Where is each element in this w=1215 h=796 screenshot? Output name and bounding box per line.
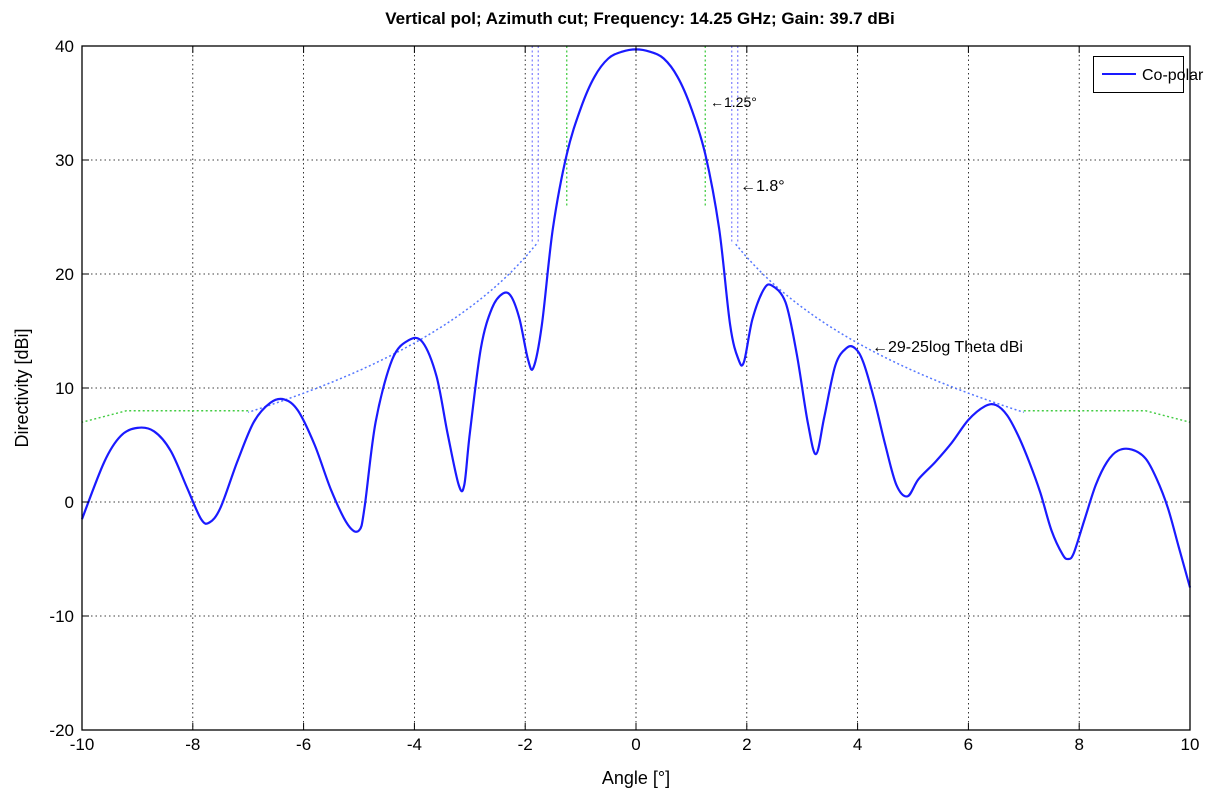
legend — [1093, 56, 1184, 93]
x-tick-label: -6 — [296, 735, 311, 754]
y-tick-label: -20 — [49, 721, 74, 740]
x-tick-label: -2 — [518, 735, 533, 754]
y-tick-label: 20 — [55, 265, 74, 284]
annotation-mask: ←29-25log Theta dBi — [872, 339, 1023, 356]
x-tick-label: 6 — [964, 735, 973, 754]
grid-lines — [82, 46, 1190, 730]
series-lines — [80, 48, 1192, 588]
y-tick-label: 30 — [55, 151, 74, 170]
x-tick-label: 0 — [631, 735, 640, 754]
y-tick-label: 10 — [55, 379, 74, 398]
y-tick-label: 40 — [55, 37, 74, 56]
annotation-1-25deg: ←1.25° — [710, 94, 757, 110]
mask-envelope-left — [247, 243, 537, 414]
x-tick-label: 10 — [1181, 735, 1200, 754]
y-ticks: -20 -10 0 10 20 30 40 — [49, 37, 1190, 740]
x-axis-label: Angle [°] — [602, 768, 670, 788]
x-tick-label: 2 — [742, 735, 751, 754]
y-tick-label: 0 — [65, 493, 74, 512]
mask-lines — [81, 46, 1191, 423]
x-ticks: -10 -8 -6 -4 -2 0 2 4 6 8 10 — [70, 46, 1200, 754]
x-tick-label: -10 — [70, 735, 95, 754]
x-tick-label: -4 — [407, 735, 422, 754]
x-tick-label: 4 — [853, 735, 862, 754]
mask-floor — [81, 410, 249, 423]
series-line-copolar — [80, 48, 1192, 588]
x-tick-label: 8 — [1074, 735, 1083, 754]
y-axis-label: Directivity [dBi] — [12, 328, 32, 447]
x-tick-label: -8 — [185, 735, 200, 754]
mask-envelope-right — [735, 243, 1025, 414]
mask-floor — [1023, 410, 1191, 423]
y-tick-label: -10 — [49, 607, 74, 626]
annotation-1-8deg: ←1.8° — [740, 178, 785, 195]
legend-label: Co-polar — [1142, 67, 1204, 84]
chart-title: Vertical pol; Azimuth cut; Frequency: 14… — [385, 9, 894, 28]
